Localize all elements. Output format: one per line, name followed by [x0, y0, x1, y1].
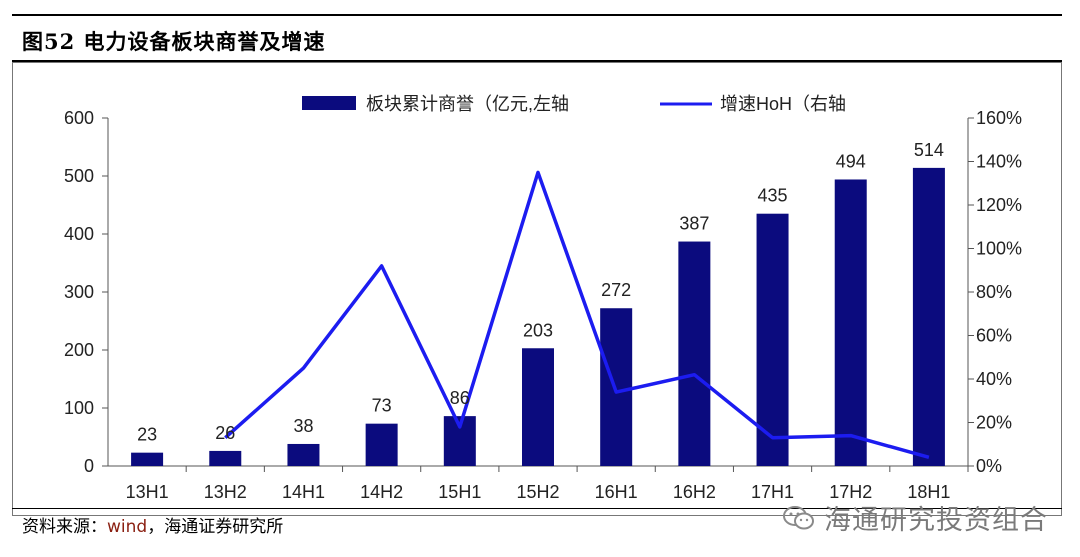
bar-value-label: 73 [372, 396, 392, 416]
y-right-tick-label: 140% [976, 152, 1022, 172]
legend-label-line: 增速HoH（右轴 [720, 94, 846, 114]
bar [912, 167, 945, 466]
y-right-tick-label: 80% [976, 282, 1012, 302]
chart-title: 图52 电力设备板块商誉及增速 [22, 29, 326, 54]
y-left-tick-label: 0 [84, 456, 94, 476]
bar [834, 179, 867, 467]
legend: 板块累计商誉（亿元,左轴 增速HoH（右轴 [302, 94, 846, 114]
title-bar: 图52 电力设备板块商誉及增速 [12, 14, 1062, 62]
axes: 0 100 200 300 400 500 600 0% 20% 40% 60% 80% 100% 120… [64, 108, 1022, 502]
bar [131, 452, 164, 466]
x-tick-label: 17H2 [829, 482, 872, 502]
y-left-tick-label: 200 [64, 340, 94, 360]
bar-value-label: 23 [137, 425, 157, 445]
x-tick-label: 15H1 [438, 482, 481, 502]
x-tick-label: 16H1 [595, 482, 638, 502]
bar [756, 213, 789, 466]
legend-label-bar: 板块累计商誉（亿元,左轴 [366, 94, 569, 114]
chart-frame [12, 62, 1062, 516]
y-right-tick-label: 20% [976, 413, 1012, 433]
y-right-tick-label: 0% [976, 456, 1002, 476]
bar-value-label: 514 [914, 140, 944, 160]
y-left-tick-label: 500 [64, 166, 94, 186]
wechat-icon [783, 505, 814, 529]
growth-line-path [224, 170, 930, 459]
y-right-tick-label: 160% [976, 108, 1022, 128]
x-tick-label: 16H2 [673, 482, 716, 502]
y-right-tick-label: 60% [976, 326, 1012, 346]
bar-value-label: 38 [293, 416, 313, 436]
x-tick-label: 14H1 [282, 482, 325, 502]
y-right-tick-label: 100% [976, 239, 1022, 259]
x-tick-label: 17H1 [751, 482, 794, 502]
y-left-tick-label: 600 [64, 108, 94, 128]
legend-swatch-bar [302, 96, 356, 110]
bar-value-label: 387 [679, 214, 709, 234]
bar [365, 423, 398, 466]
bar [209, 450, 242, 466]
source-wind: wind [107, 517, 148, 537]
bar-value-label: 203 [523, 320, 553, 340]
watermark-text: 海通研究投资组合 [824, 505, 1048, 536]
y-left-tick-label: 300 [64, 282, 94, 302]
source-note: 资料来源：wind，海通证券研究所 [22, 512, 283, 537]
x-tick-label: 13H1 [126, 482, 169, 502]
bars [131, 167, 945, 467]
x-tick-label: 15H2 [516, 482, 559, 502]
source-suffix: ，海通证券研究所 [147, 517, 284, 537]
growth-line [224, 170, 930, 459]
y-left-tick-label: 400 [64, 224, 94, 244]
y-left-tick-label: 100 [64, 398, 94, 418]
data-labels: 23 26 38 73 86 203 272 387 435 494 514 [137, 140, 944, 445]
x-tick-label: 14H2 [360, 482, 403, 502]
source-prefix: 资料来源： [22, 517, 107, 537]
x-tick-label: 18H1 [907, 482, 950, 502]
bar-value-label: 435 [758, 186, 788, 206]
bar-value-label: 86 [450, 388, 470, 408]
bar [678, 241, 711, 466]
y-right-tick-label: 120% [976, 195, 1022, 215]
bar-value-label: 26 [215, 423, 235, 443]
bar [287, 443, 320, 466]
x-tick-label: 13H2 [204, 482, 247, 502]
bar [522, 348, 554, 466]
bar-value-label: 272 [601, 280, 631, 300]
bar-value-label: 494 [836, 151, 866, 171]
y-right-tick-label: 40% [976, 369, 1012, 389]
watermark: 海通研究投资组合 [782, 498, 1048, 537]
source-divider [12, 508, 1062, 509]
